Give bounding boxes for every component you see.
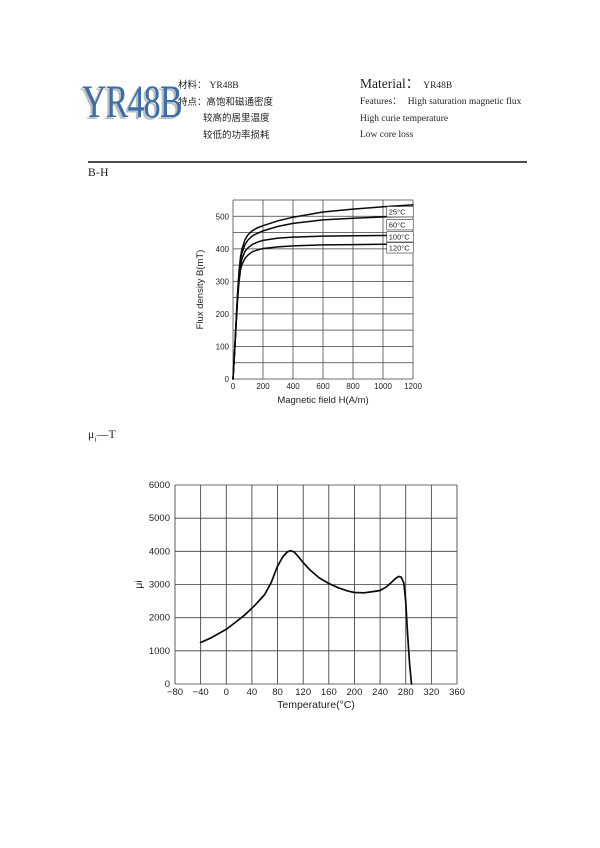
chinese-spec-column: 材料： YR48B 特点：高饱和磁通密度 较高的居里温度 较低的功率损耗 bbox=[178, 78, 273, 144]
mu-subscript: i bbox=[94, 434, 97, 444]
cn-features-label: 特点： bbox=[178, 97, 207, 108]
mu-title-rest: —T bbox=[96, 429, 116, 441]
svg-text:200: 200 bbox=[256, 382, 270, 391]
svg-text:Magnetic field H(A/m): Magnetic field H(A/m) bbox=[277, 395, 368, 406]
svg-text:200: 200 bbox=[347, 687, 363, 698]
svg-text:0: 0 bbox=[224, 687, 229, 698]
svg-text:240: 240 bbox=[372, 687, 388, 698]
svg-text:−40: −40 bbox=[193, 687, 209, 698]
en-feature-1: High saturation magnetic flux bbox=[407, 97, 522, 107]
svg-text:μi: μi bbox=[133, 580, 145, 588]
svg-text:3000: 3000 bbox=[149, 580, 170, 591]
cn-material-line: 材料： YR48B bbox=[178, 78, 273, 95]
svg-text:500: 500 bbox=[216, 212, 230, 221]
svg-text:320: 320 bbox=[423, 687, 439, 698]
en-feature-3: Low core loss bbox=[360, 130, 414, 140]
cn-feature-3: 较低的功率损耗 bbox=[203, 130, 270, 141]
svg-text:60°C: 60°C bbox=[389, 221, 406, 230]
en-material-line: Material： YR48B bbox=[360, 74, 521, 94]
svg-text:100: 100 bbox=[216, 342, 230, 351]
svg-text:600: 600 bbox=[316, 382, 330, 391]
en-material-label: Material： bbox=[360, 76, 420, 91]
svg-text:100°C: 100°C bbox=[389, 233, 411, 242]
bh-chart: 0 200 400 600 800 1000 1200 0 100 200 300 400 500 Mag… bbox=[195, 199, 422, 406]
brand-logo: YR48B bbox=[82, 76, 183, 128]
mui-t-section-title: μi—T bbox=[88, 429, 116, 443]
en-feature-2: High curie temperature bbox=[360, 113, 449, 124]
svg-text:400: 400 bbox=[286, 382, 300, 391]
svg-text:300: 300 bbox=[216, 277, 230, 286]
bh-section-title: B-H bbox=[88, 167, 109, 179]
svg-text:120°C: 120°C bbox=[389, 244, 411, 253]
svg-text:200: 200 bbox=[216, 310, 230, 319]
svg-text:800: 800 bbox=[346, 382, 360, 391]
svg-text:4000: 4000 bbox=[149, 546, 170, 557]
en-features-label: Features： bbox=[360, 97, 402, 107]
english-spec-column: Material： YR48B Features： High saturation … bbox=[360, 74, 521, 144]
mui-t-chart: −80 −40 0 40 80 120 160 200 240 280 320 360 0 1000 200… bbox=[133, 480, 465, 711]
svg-text:1000: 1000 bbox=[149, 646, 170, 657]
en-features-line: Features： High saturation magnetic flux bbox=[360, 94, 521, 111]
cn-features-line: 特点：高饱和磁通密度 bbox=[178, 95, 273, 112]
svg-text:360: 360 bbox=[449, 687, 465, 698]
cn-feature-2: 较高的居里温度 bbox=[203, 114, 270, 124]
svg-text:0: 0 bbox=[165, 679, 170, 690]
svg-text:2000: 2000 bbox=[149, 613, 170, 624]
cn-material-label: 材料： bbox=[178, 81, 207, 91]
en-material-value: YR48B bbox=[423, 81, 453, 91]
cn-material-value: YR48B bbox=[209, 81, 239, 91]
svg-text:400: 400 bbox=[216, 245, 230, 254]
svg-text:120: 120 bbox=[295, 687, 311, 698]
svg-text:6000: 6000 bbox=[149, 480, 170, 491]
svg-text:0: 0 bbox=[225, 375, 230, 384]
svg-text:25°C: 25°C bbox=[389, 208, 406, 217]
svg-text:5000: 5000 bbox=[149, 513, 170, 524]
svg-text:160: 160 bbox=[321, 687, 337, 698]
svg-text:1200: 1200 bbox=[404, 382, 422, 391]
svg-text:280: 280 bbox=[398, 687, 414, 698]
svg-text:Temperature(°C): Temperature(°C) bbox=[277, 699, 355, 711]
svg-text:40: 40 bbox=[247, 687, 258, 698]
svg-text:80: 80 bbox=[272, 687, 283, 698]
svg-text:−80: −80 bbox=[167, 687, 183, 698]
cn-feature-1: 高饱和磁通密度 bbox=[206, 97, 274, 108]
header-divider-rule bbox=[88, 161, 527, 163]
mu-symbol: μ bbox=[88, 429, 95, 441]
svg-text:0: 0 bbox=[231, 382, 236, 391]
svg-text:1000: 1000 bbox=[374, 382, 392, 391]
svg-text:Flux density B(mT): Flux density B(mT) bbox=[195, 250, 206, 330]
